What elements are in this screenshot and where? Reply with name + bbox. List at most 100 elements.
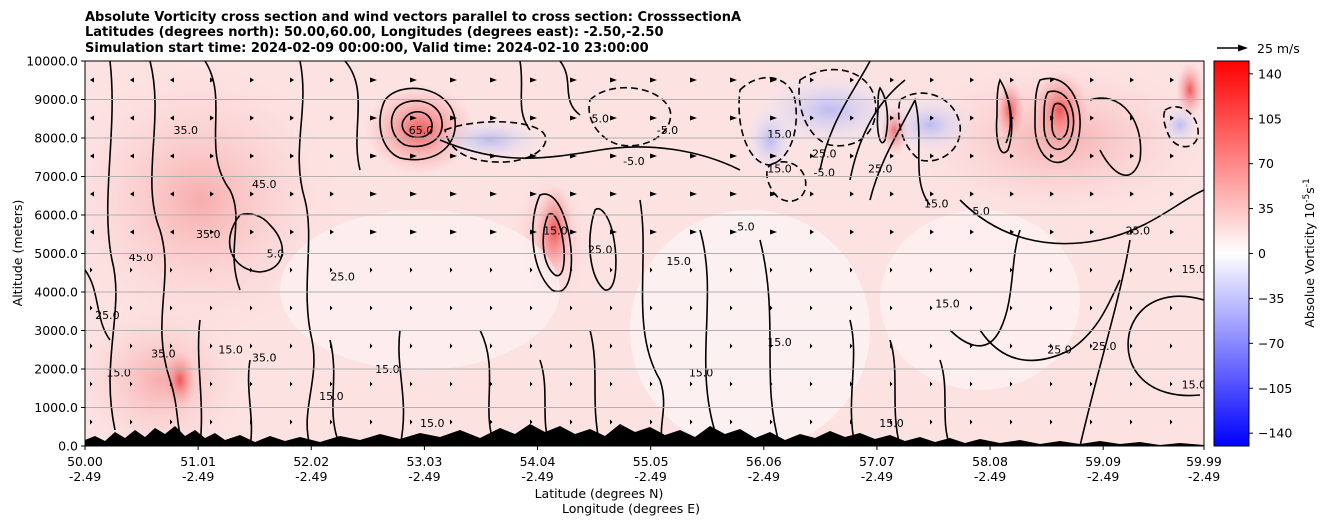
- wind-arrow: [210, 77, 214, 83]
- wind-arrow: [290, 305, 293, 311]
- wind-arrow: [810, 191, 814, 197]
- contour-label: 25.0: [95, 309, 120, 322]
- wind-arrow: [850, 115, 854, 121]
- wind-arrow: [770, 305, 773, 311]
- wind-arrow: [770, 267, 773, 273]
- wind-arrow: [730, 267, 733, 273]
- wind-arrow: [890, 229, 894, 235]
- colorbar-tick-label: 70: [1258, 156, 1274, 171]
- terrain: [85, 424, 1204, 446]
- wind-arrow: [490, 458, 493, 463]
- wind-arrow: [450, 229, 457, 235]
- wind-arrow: [250, 343, 253, 349]
- contour-label: 15.0: [106, 367, 131, 380]
- wind-arrow: [1050, 153, 1054, 159]
- x-tick-label-lat: 59.99: [1186, 454, 1222, 469]
- wind-arrow: [850, 229, 854, 235]
- contour-label: 25.0: [588, 244, 613, 257]
- wind-arrow: [450, 115, 457, 121]
- wind-arrow: [530, 305, 533, 311]
- x-tick-label-lat: 59.09: [1085, 454, 1121, 469]
- wind-arrow: [1170, 419, 1173, 425]
- wind-arrow: [1010, 77, 1014, 83]
- wind-arrow: [450, 343, 453, 349]
- wind-arrow: [690, 343, 693, 349]
- wind-arrow: [370, 191, 377, 197]
- wind-arrow: [650, 115, 657, 121]
- wind-arrow: [930, 305, 933, 311]
- wind-arrow: [850, 305, 853, 311]
- contour-label: 15.0: [666, 255, 691, 268]
- wind-arrow: [530, 191, 537, 197]
- vorticity-field: 65.0 45.0 35.0 35.0 45.0 25.0 35.0 15.0 35.0 15.0…: [85, 61, 1204, 463]
- contour-label: 15.0: [420, 417, 445, 430]
- wind-arrow: [90, 77, 94, 83]
- wind-arrow: [1130, 191, 1134, 197]
- wind-arrow: [330, 229, 334, 235]
- wind-arrow: [170, 458, 173, 463]
- wind-arrow: [650, 77, 657, 83]
- wind-arrow: [1130, 115, 1134, 121]
- colorbar: 140 105 70 35 0 −35 −70 −105 −140 Absolue Vortic…: [1213, 60, 1317, 447]
- wind-arrow: [770, 115, 777, 121]
- wind-arrow: [1130, 381, 1133, 387]
- x-tick-label-lon: -2.49: [1087, 469, 1119, 484]
- wind-arrow: [610, 153, 617, 159]
- y-tick-label: 9000.0: [34, 92, 78, 107]
- wind-arrow: [450, 191, 457, 197]
- wind-arrow: [570, 305, 573, 311]
- wind-arrow: [690, 267, 693, 273]
- wind-arrow: [330, 115, 334, 121]
- x-tick-label-lat: 51.01: [180, 454, 216, 469]
- wind-arrow: [170, 381, 173, 387]
- contour-label: -5.0: [814, 167, 835, 180]
- wind-arrow: [1090, 267, 1093, 273]
- wind-arrow: [1050, 419, 1053, 425]
- wind-arrow: [1010, 153, 1014, 159]
- wind-arrow: [450, 267, 453, 273]
- wind-arrow: [330, 153, 334, 159]
- wind-arrow: [690, 458, 693, 463]
- wind-arrow: [1130, 153, 1134, 159]
- wind-arrow: [370, 229, 377, 235]
- wind-arrow: [130, 229, 134, 235]
- wind-arrow: [250, 115, 254, 121]
- wind-arrow: [410, 267, 413, 273]
- y-tick-label: 4000.0: [34, 285, 78, 300]
- wind-arrow: [810, 381, 813, 387]
- colorbar-tick-label: 0: [1258, 246, 1266, 261]
- wind-arrow: [970, 419, 973, 425]
- colorbar-tick-label: −35: [1258, 291, 1284, 306]
- contour-label: 5.0: [737, 220, 755, 233]
- wind-arrow: [610, 381, 613, 387]
- wind-arrow: [810, 267, 813, 273]
- wind-arrow: [770, 419, 773, 425]
- wind-arrow: [530, 267, 533, 273]
- wind-arrow: [450, 381, 453, 387]
- quiver-key-arrow-icon: [1238, 44, 1248, 52]
- wind-arrow: [490, 77, 497, 83]
- colorbar-tick-label: 140: [1258, 66, 1282, 81]
- wind-arrow: [930, 229, 934, 235]
- wind-arrow: [1050, 305, 1053, 311]
- wind-arrow: [170, 229, 174, 235]
- wind-arrow: [890, 267, 893, 273]
- wind-arrow: [1050, 267, 1053, 273]
- wind-arrow: [810, 458, 813, 463]
- wind-arrow: [930, 267, 933, 273]
- wind-arrow: [1130, 267, 1133, 273]
- wind-arrow: [90, 267, 93, 273]
- wind-arrow: [170, 267, 173, 273]
- wind-arrow: [370, 343, 373, 349]
- contour-label: 15.0: [319, 390, 344, 403]
- wind-arrow: [730, 191, 737, 197]
- wind-arrow: [890, 305, 893, 311]
- wind-arrow: [1090, 191, 1094, 197]
- wind-arrow: [370, 419, 373, 425]
- wind-arrow: [570, 381, 573, 387]
- wind-arrow: [1050, 343, 1053, 349]
- colorbar-label: Absolue Vorticity 10-5s-1: [1302, 178, 1317, 327]
- wind-arrow: [490, 153, 497, 159]
- x-tick-label-lon: -2.49: [974, 469, 1006, 484]
